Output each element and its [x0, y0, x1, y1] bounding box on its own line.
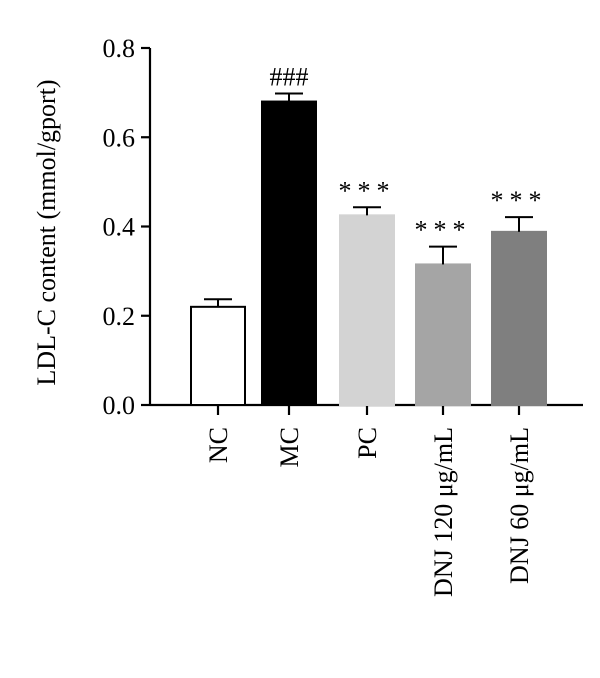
x-category-label: MC [275, 427, 304, 467]
bar [190, 305, 246, 407]
y-tick-label: 0.2 [103, 302, 136, 331]
x-category-label: DNJ 60 μg/mL [505, 427, 534, 584]
x-category-label: PC [353, 427, 382, 459]
x-category-labels: NC MC PC DNJ 120 μg/mL DNJ 60 μg/mL [204, 427, 534, 597]
y-axis-label-group: LDL-C content (mmol/gport) [32, 79, 61, 385]
significance-label: *** [491, 186, 548, 215]
bar [261, 100, 317, 407]
significance-label: *** [415, 216, 472, 245]
y-axis-label: LDL-C content (mmol/gport) [32, 79, 61, 385]
error-bars [204, 92, 533, 307]
x-category-label: NC [204, 427, 233, 463]
y-tick-label: 0.0 [103, 391, 136, 420]
y-tick-label: 0.8 [103, 34, 136, 63]
bar [491, 230, 547, 406]
y-ticks: 0.0 0.2 0.4 0.6 0.8 [103, 34, 521, 420]
significance-annotations: ### *** *** *** [270, 63, 548, 245]
y-tick-label: 0.4 [103, 213, 136, 242]
bars [190, 100, 547, 407]
x-category-label: DNJ 120 μg/mL [429, 427, 458, 597]
bar [415, 263, 471, 406]
significance-label: ### [270, 63, 309, 92]
significance-label: *** [339, 176, 396, 205]
bar [339, 214, 395, 406]
y-tick-label: 0.6 [103, 123, 136, 152]
